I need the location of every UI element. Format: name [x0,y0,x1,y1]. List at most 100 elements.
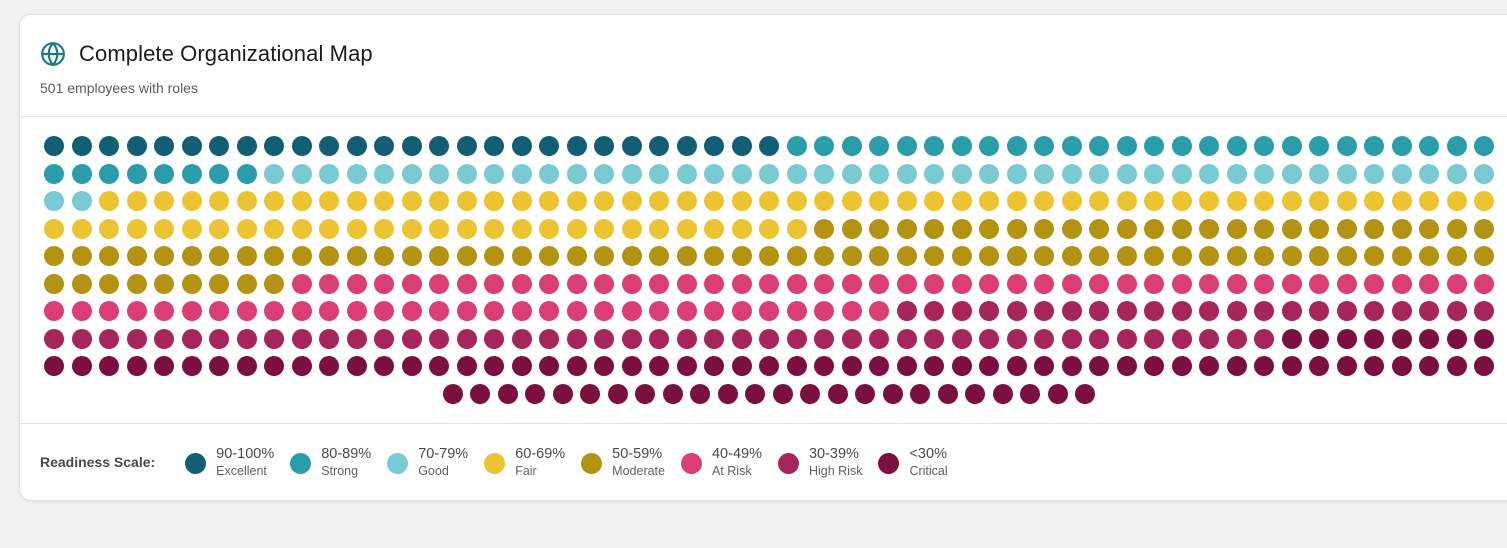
employee-dot-at-risk[interactable] [731,301,752,321]
employee-dot-critical[interactable] [1474,328,1494,349]
employee-dot-at-risk[interactable] [704,273,724,294]
employee-dot-moderate[interactable] [1034,246,1054,266]
employee-dot-critical[interactable] [1446,328,1467,349]
employee-dot-at-risk[interactable] [44,301,64,321]
employee-dot-at-risk[interactable] [456,301,477,321]
employee-dot-high-risk[interactable] [71,328,92,349]
employee-dot-high-risk[interactable] [1144,301,1164,321]
employee-dot-moderate[interactable] [731,246,752,266]
employee-dot-high-risk[interactable] [1171,301,1192,321]
employee-dot-high-risk[interactable] [704,328,724,349]
employee-dot-at-risk[interactable] [1061,273,1082,294]
employee-dot-strong[interactable] [841,136,862,156]
employee-dot-moderate[interactable] [1254,246,1274,266]
employee-dot-at-risk[interactable] [401,301,422,321]
employee-dot-fair[interactable] [209,218,229,239]
employee-dot-fair[interactable] [621,218,642,239]
employee-dot-at-risk[interactable] [1391,273,1412,294]
employee-dot-strong[interactable] [924,136,944,156]
employee-dot-excellent[interactable] [704,136,724,156]
employee-dot-high-risk[interactable] [154,328,174,349]
employee-dot-strong[interactable] [786,136,807,156]
employee-dot-moderate[interactable] [1446,218,1467,239]
employee-dot-high-risk[interactable] [1419,301,1439,321]
employee-dot-fair[interactable] [429,191,449,211]
employee-dot-critical[interactable] [1391,328,1412,349]
employee-dot-at-risk[interactable] [841,273,862,294]
employee-dot-at-risk[interactable] [209,301,229,321]
employee-dot-moderate[interactable] [209,246,229,266]
employee-dot-moderate[interactable] [346,246,367,266]
employee-dot-good[interactable] [264,163,284,184]
employee-dot-strong[interactable] [1309,136,1329,156]
employee-dot-critical[interactable] [429,356,449,376]
employee-dot-fair[interactable] [401,218,422,239]
employee-dot-moderate[interactable] [374,246,394,266]
employee-dot-critical[interactable] [1336,328,1357,349]
employee-dot-critical[interactable] [401,356,422,376]
employee-dot-fair[interactable] [126,218,147,239]
employee-dot-good[interactable] [594,163,614,184]
employee-dot-fair[interactable] [44,218,64,239]
employee-dot-critical[interactable] [869,356,889,376]
employee-dot-moderate[interactable] [1281,246,1302,266]
employee-dot-fair[interactable] [1419,191,1439,211]
employee-dot-high-risk[interactable] [1226,328,1247,349]
employee-dot-high-risk[interactable] [1226,301,1247,321]
employee-dot-high-risk[interactable] [1034,301,1054,321]
employee-dot-high-risk[interactable] [374,328,394,349]
employee-dot-high-risk[interactable] [236,328,257,349]
employee-dot-strong[interactable] [1034,136,1054,156]
employee-dot-critical[interactable] [456,356,477,376]
employee-dot-critical[interactable] [1199,356,1219,376]
employee-dot-fair[interactable] [264,218,284,239]
employee-dot-critical[interactable] [497,383,518,404]
employee-dot-high-risk[interactable] [1364,301,1384,321]
employee-dot-moderate[interactable] [594,246,614,266]
employee-dot-at-risk[interactable] [484,301,504,321]
employee-dot-moderate[interactable] [1309,218,1329,239]
employee-dot-moderate[interactable] [71,273,92,294]
employee-dot-good[interactable] [1171,163,1192,184]
employee-dot-strong[interactable] [814,136,834,156]
employee-dot-at-risk[interactable] [181,301,202,321]
employee-dot-moderate[interactable] [1171,246,1192,266]
employee-dot-critical[interactable] [621,356,642,376]
employee-dot-moderate[interactable] [1226,218,1247,239]
employee-dot-good[interactable] [1391,163,1412,184]
employee-dot-strong[interactable] [71,163,92,184]
employee-dot-critical[interactable] [690,383,711,404]
employee-dot-critical[interactable] [566,356,587,376]
employee-dot-excellent[interactable] [319,136,339,156]
employee-dot-fair[interactable] [566,191,587,211]
employee-dot-critical[interactable] [800,383,821,404]
employee-dot-at-risk[interactable] [869,273,889,294]
employee-dot-fair[interactable] [346,218,367,239]
employee-dot-excellent[interactable] [44,136,64,156]
employee-dot-high-risk[interactable] [1336,301,1357,321]
employee-dot-at-risk[interactable] [621,273,642,294]
employee-dot-critical[interactable] [209,356,229,376]
employee-dot-critical[interactable] [1144,356,1164,376]
employee-dot-moderate[interactable] [319,246,339,266]
employee-dot-strong[interactable] [896,136,917,156]
employee-dot-fair[interactable] [979,191,999,211]
employee-dot-critical[interactable] [937,383,958,404]
employee-dot-moderate[interactable] [291,246,312,266]
employee-dot-critical[interactable] [291,356,312,376]
employee-dot-moderate[interactable] [1254,218,1274,239]
employee-dot-at-risk[interactable] [346,301,367,321]
employee-dot-good[interactable] [1089,163,1109,184]
employee-dot-at-risk[interactable] [236,301,257,321]
employee-dot-high-risk[interactable] [456,328,477,349]
employee-dot-good[interactable] [1474,163,1494,184]
employee-dot-high-risk[interactable] [1061,328,1082,349]
employee-dot-fair[interactable] [1364,191,1384,211]
employee-dot-at-risk[interactable] [1144,273,1164,294]
employee-dot-at-risk[interactable] [291,273,312,294]
employee-dot-high-risk[interactable] [979,328,999,349]
employee-dot-fair[interactable] [566,218,587,239]
employee-dot-at-risk[interactable] [704,301,724,321]
employee-dot-fair[interactable] [786,218,807,239]
employee-dot-good[interactable] [429,163,449,184]
